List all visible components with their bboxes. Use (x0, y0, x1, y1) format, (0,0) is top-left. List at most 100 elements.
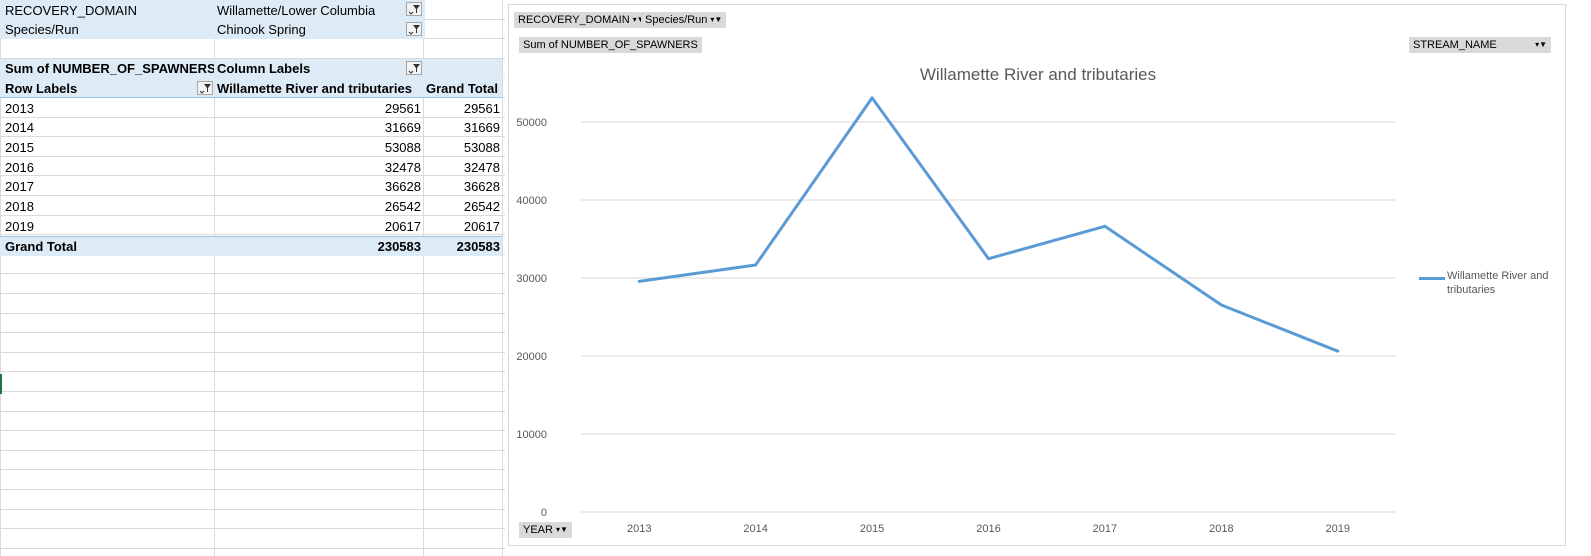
values-field-label: Sum of NUMBER_OF_SPAWNERS (523, 39, 698, 51)
grid-row-line (0, 57, 505, 59)
grid-row-line (0, 547, 505, 549)
pivot-row-total: 32478 (463, 160, 500, 175)
axis-field-label: YEAR (523, 524, 553, 536)
grid-column-line (0, 0, 1, 556)
data-point (1103, 224, 1107, 228)
pivot-row-value: 26542 (384, 199, 421, 214)
grand-total-band (0, 237, 502, 256)
grid-row-line (0, 116, 505, 118)
pivot-row-year: 2018 (5, 199, 34, 214)
filter-icon (408, 64, 420, 74)
chart-plot-area: 0 10000 20000 30000 40000 50000 2013 2014 2015 20… (516, 96, 1396, 535)
filter-field-species-run: Species/Run (5, 22, 79, 37)
species-run-field-label: Species/Run (645, 14, 708, 26)
grand-total-label: Grand Total (5, 239, 77, 254)
column-labels-filter-button[interactable] (406, 61, 422, 75)
active-cell-marker (0, 374, 2, 394)
grid-row-line (0, 234, 505, 236)
pivot-row-total: 53088 (463, 140, 500, 155)
filter-value-species-run: Chinook Spring (217, 22, 306, 37)
grid-row-line (0, 489, 505, 490)
grid-row-line (0, 469, 505, 471)
pivot-row-total: 29561 (463, 101, 500, 116)
y-tick-label: 10000 (516, 429, 547, 441)
recovery-domain-field-button[interactable]: RECOVERY_DOMAIN ▾▼ (514, 12, 649, 28)
pivot-row-value: 29561 (384, 101, 421, 116)
pivot-column-stream: Willamette River and tributaries (217, 81, 412, 96)
filter-area-band (0, 0, 425, 39)
filter-icon (408, 25, 420, 35)
legend-field-label: STREAM_NAME (1413, 39, 1497, 51)
grid-row-line (0, 195, 505, 196)
pivot-row-value: 32478 (384, 160, 421, 175)
axis-field-button[interactable]: YEAR ▾▼ (519, 522, 572, 538)
pivot-row-value: 36628 (384, 179, 421, 194)
pivot-row-year: 2014 (5, 120, 34, 135)
legend-field-button[interactable]: STREAM_NAME ▾▼ (1409, 37, 1551, 53)
y-tick-label: 0 (541, 507, 547, 519)
filter-icon (199, 84, 211, 94)
filter-field-recovery-domain: RECOVERY_DOMAIN (5, 3, 137, 18)
grid-row-line (0, 430, 505, 432)
grid-column-line (502, 0, 503, 556)
pivot-row-total: 36628 (463, 179, 500, 194)
grid-row-line (0, 508, 505, 510)
x-tick-label: 2014 (743, 523, 767, 535)
pivot-row-value: 31669 (384, 120, 421, 135)
recovery-domain-field-label: RECOVERY_DOMAIN (518, 14, 630, 26)
y-tick-label: 50000 (516, 117, 547, 129)
x-tick-label: 2015 (860, 523, 884, 535)
grid-row-line (0, 175, 505, 177)
grid-row-line (0, 391, 505, 392)
legend-series-marker (1419, 277, 1445, 280)
pivot-row-year: 2013 (5, 101, 34, 116)
pivot-row-total: 26542 (463, 199, 500, 214)
grid-row-line (0, 214, 505, 216)
legend-series-label: Willamette River and tributaries (1447, 270, 1549, 296)
pivot-column-grand-total: Grand Total (426, 81, 498, 96)
dropdown-filter-icon: ▾▼ (1535, 40, 1547, 49)
y-tick-label: 20000 (516, 351, 547, 363)
species-run-filter-button[interactable] (406, 22, 422, 36)
pivot-row-year: 2019 (5, 219, 34, 234)
dropdown-filter-icon: ▾▼ (710, 15, 723, 24)
x-tick-label: 2016 (976, 523, 1000, 535)
species-run-field-button[interactable]: Species/Run ▾▼ (641, 12, 727, 28)
grid-row-line (0, 410, 505, 412)
grid-row-line (0, 449, 505, 451)
y-tick-label: 40000 (516, 195, 547, 207)
filter-value-recovery-domain: Willamette/Lower Columbia (217, 3, 376, 18)
filter-icon (408, 5, 420, 15)
data-point (637, 279, 641, 283)
pivot-row-year: 2016 (5, 160, 34, 175)
grand-total-value: 230583 (377, 239, 421, 254)
recovery-domain-filter-button[interactable] (406, 2, 422, 16)
chart-title: Willamette River and tributaries (919, 65, 1157, 84)
x-tick-label: 2019 (1326, 523, 1350, 535)
grid-row-line (0, 528, 505, 530)
pivot-row-year: 2017 (5, 179, 34, 194)
spreadsheet-grid[interactable]: RECOVERY_DOMAIN Willamette/Lower Columbi… (0, 0, 505, 556)
row-labels-filter-button[interactable] (197, 81, 213, 95)
grid-row-line (0, 351, 505, 353)
pivot-column-labels: Column Labels (217, 61, 311, 76)
grid-column-line (214, 0, 215, 556)
series-line (638, 96, 1339, 353)
values-field-button[interactable]: Sum of NUMBER_OF_SPAWNERS (519, 37, 702, 53)
pivot-row-year: 2015 (5, 140, 34, 155)
pivot-header-border (0, 97, 502, 98)
x-tick-label: 2013 (627, 523, 651, 535)
pivot-value-header: Sum of NUMBER_OF_SPAWNERS (5, 61, 214, 76)
grand-total-total: 230583 (456, 239, 500, 254)
data-point (987, 257, 990, 261)
grand-total-border (0, 236, 502, 237)
grid-row-line (0, 155, 505, 157)
pivot-chart[interactable]: RECOVERY_DOMAIN ▾▼ Species/Run ▾▼ Sum of N… (508, 4, 1566, 546)
grid-row-line (0, 273, 505, 275)
data-point (1219, 303, 1223, 307)
grid-row-line (0, 371, 505, 373)
y-tick-label: 30000 (516, 273, 547, 285)
pivot-row-total: 20617 (463, 219, 500, 234)
pivot-row-value: 53088 (384, 140, 421, 155)
data-point (870, 96, 874, 100)
